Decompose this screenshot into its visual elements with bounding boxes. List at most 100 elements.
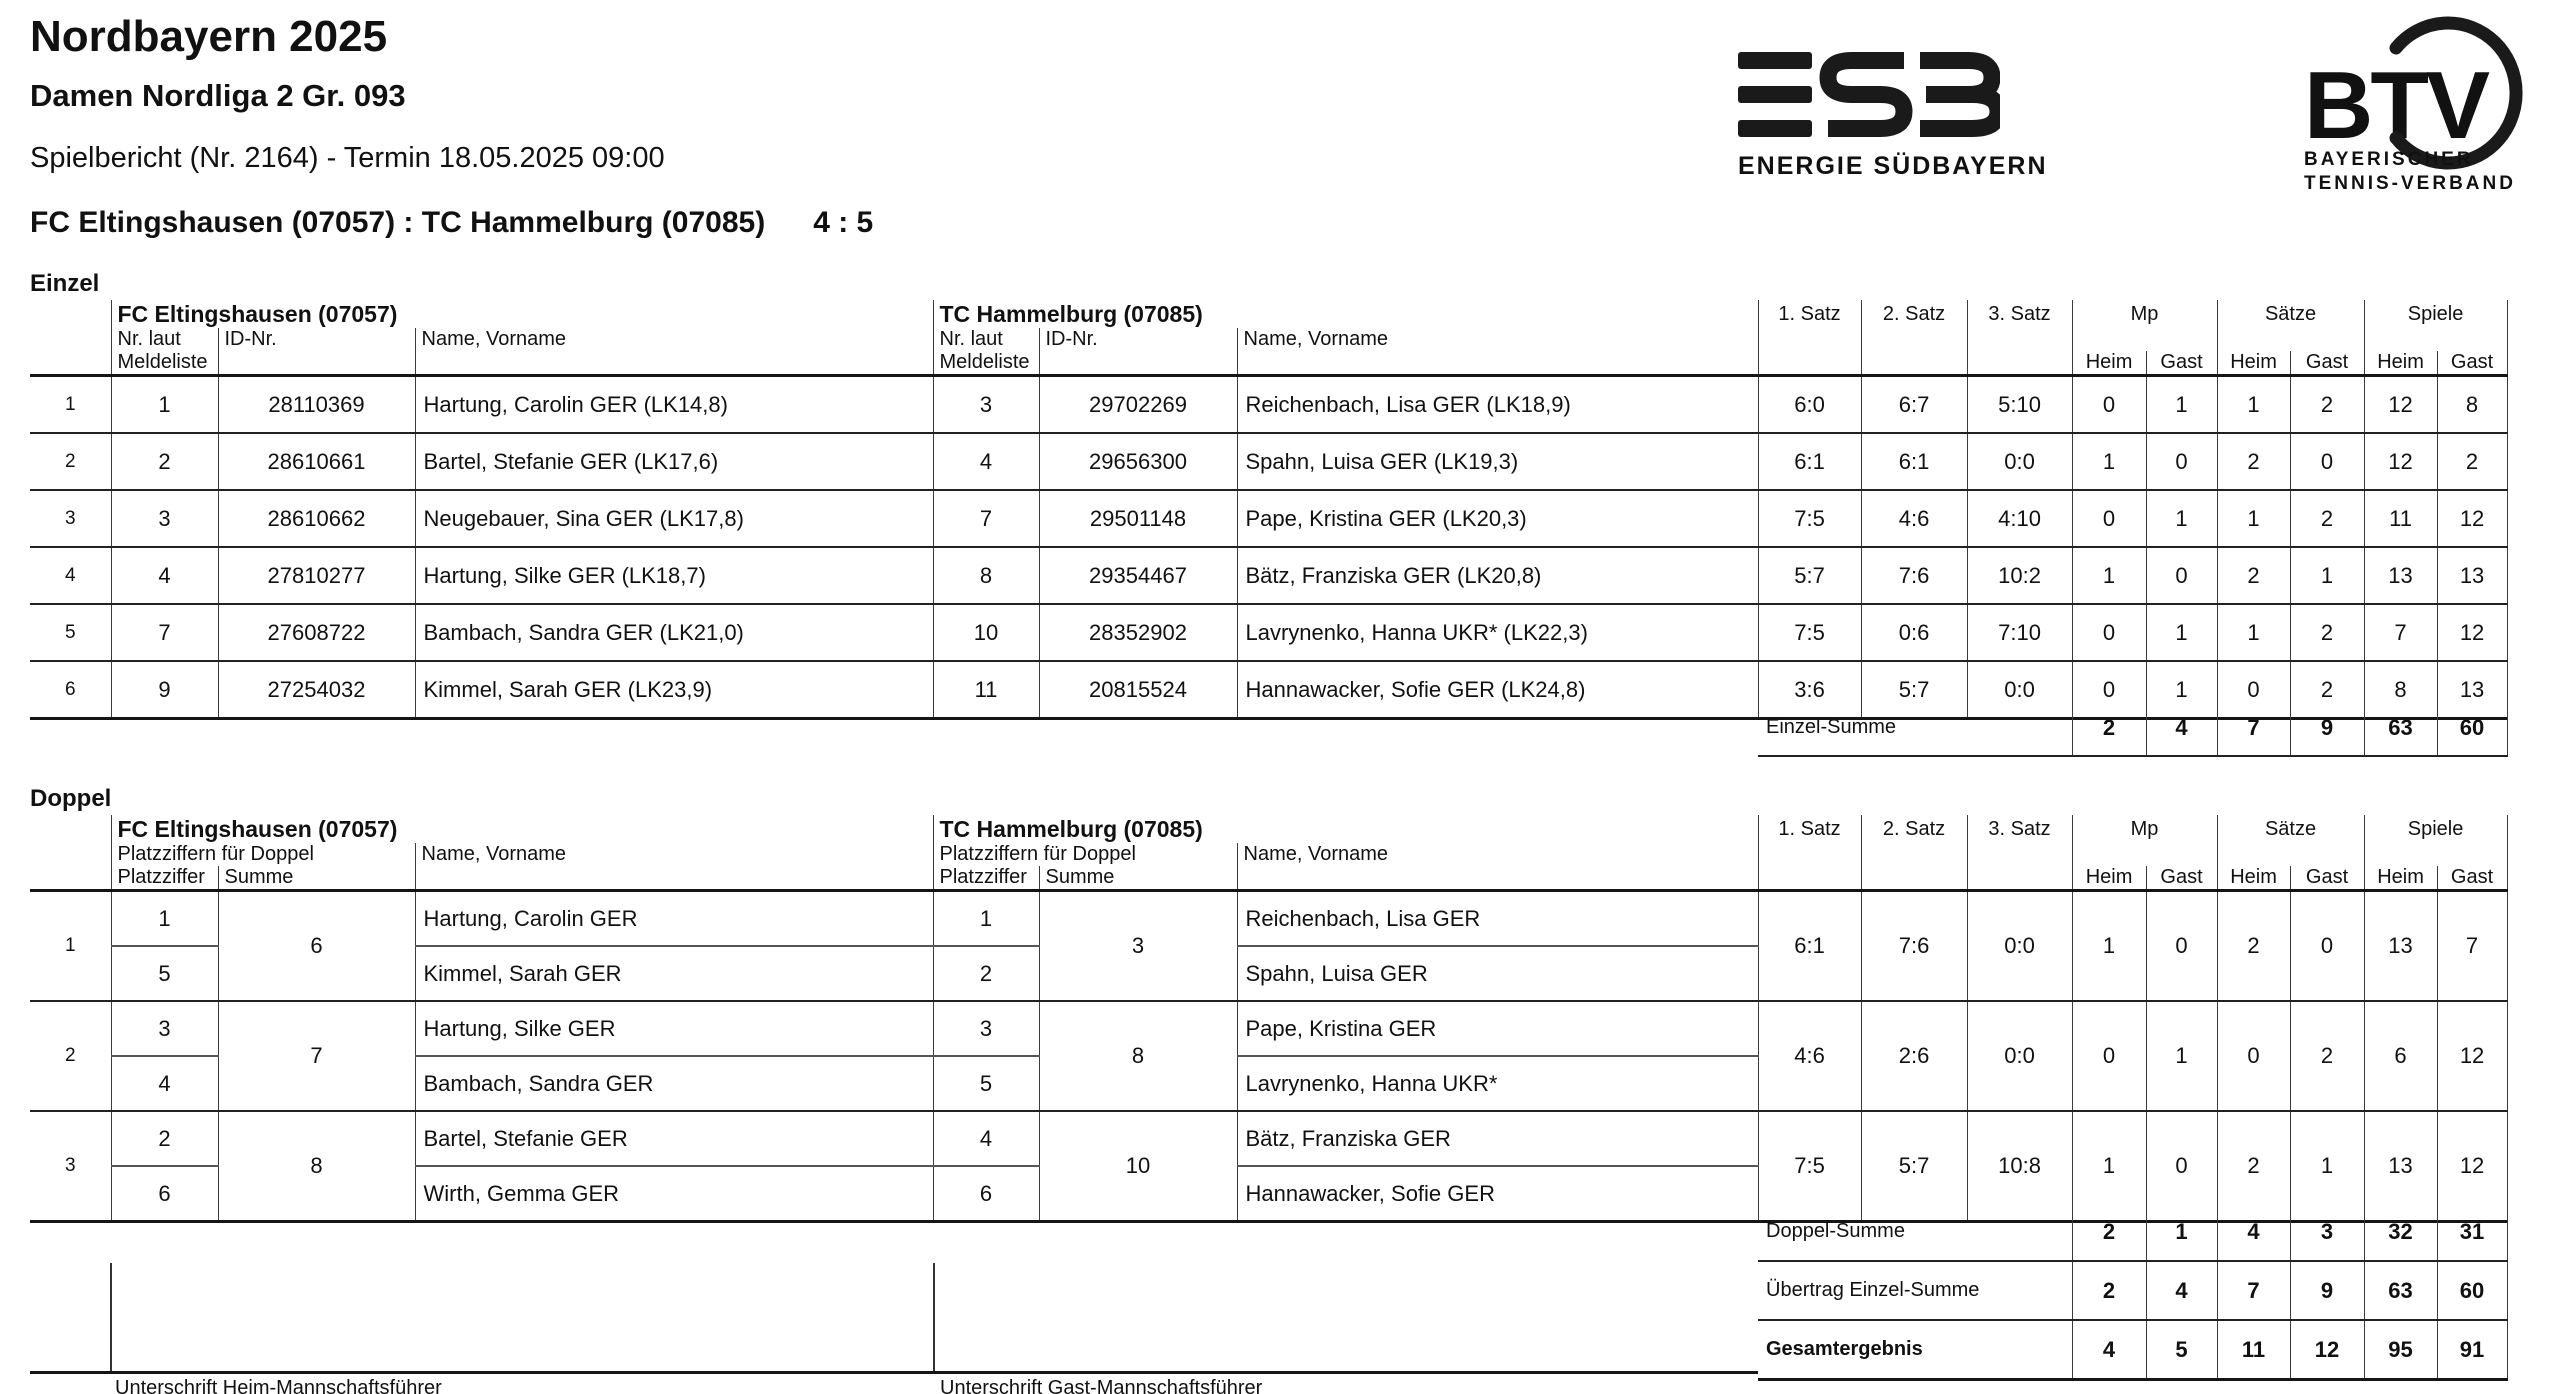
col-spacer bbox=[414, 351, 933, 377]
satz-col-spacer bbox=[1860, 351, 1968, 377]
col-guest-platzziffer: Platzziffer bbox=[932, 866, 1039, 892]
einzel-row-3: 3 3 28610662 Neugebauer, Sina GER (LK17,… bbox=[30, 490, 2508, 548]
home-player-name: Hartung, Silke GER (LK18,7) bbox=[414, 547, 933, 605]
guest-player2-name: Hannawacker, Sofie GER bbox=[1236, 1166, 1759, 1223]
match-result-line: FC Eltingshausen (07057) : TC Hammelburg… bbox=[30, 206, 873, 240]
home-player-name: Bambach, Sandra GER (LK21,0) bbox=[414, 604, 933, 662]
col-satz1: 1. Satz bbox=[1757, 300, 1862, 328]
uebertrag-saetze-heim: 7 bbox=[2216, 1261, 2290, 1321]
satz-col-spacer bbox=[1966, 843, 2073, 866]
einzel-section-label: Einzel bbox=[30, 270, 100, 297]
col-satz2: 2. Satz bbox=[1860, 300, 1968, 328]
col-spiele-heim: Heim bbox=[2363, 351, 2438, 377]
col-spiele-gast: Gast bbox=[2436, 351, 2508, 377]
report-line: Spielbericht (Nr. 2164) - Termin 18.05.2… bbox=[30, 142, 665, 174]
doppel-summe-saetze-gast: 3 bbox=[2289, 1203, 2364, 1262]
btv-caption: BAYERISCHER TENNIS-VERBAND bbox=[2304, 148, 2516, 196]
col-satz3: 3. Satz bbox=[1966, 300, 2073, 328]
spiele-heim: 12 bbox=[2363, 433, 2438, 491]
col-guest-nr-line2: Meldeliste bbox=[932, 351, 1039, 377]
col-home-nr-line2: Meldeliste bbox=[110, 351, 218, 377]
saetze-heim: 0 bbox=[2216, 1001, 2291, 1112]
home-id: 28610662 bbox=[217, 490, 415, 548]
col-saetze-heim: Heim bbox=[2216, 866, 2291, 892]
einzel-summe-mp-gast: 4 bbox=[2145, 700, 2217, 757]
gesamt-mp-heim: 4 bbox=[2071, 1320, 2146, 1381]
home-nr: 1 bbox=[110, 375, 218, 434]
saetze-heim: 2 bbox=[2216, 433, 2291, 491]
einzel-guest-club-header: TC Hammelburg (07085) bbox=[932, 300, 1759, 328]
satz1-score: 7:5 bbox=[1757, 490, 1862, 548]
mp-heim: 0 bbox=[2071, 490, 2147, 548]
page-title: Nordbayern 2025 bbox=[30, 12, 388, 61]
doppel-pair-3-row2: 6 Wirth, Gemma GER 6 Hannawacker, Sofie … bbox=[30, 1166, 2507, 1223]
guest-player2-name: Lavrynenko, Hanna UKR* bbox=[1236, 1056, 1759, 1112]
signature-home-vline bbox=[110, 1263, 112, 1371]
spiele-gast: 7 bbox=[2436, 890, 2508, 1002]
row-pos: 2 bbox=[30, 433, 111, 491]
guest-nr: 11 bbox=[932, 661, 1039, 720]
mp-gast: 1 bbox=[2145, 604, 2218, 662]
guest-nr: 7 bbox=[932, 490, 1039, 548]
gesamt-saetze-heim: 11 bbox=[2216, 1320, 2290, 1381]
col-mp-gast: Gast bbox=[2145, 866, 2218, 892]
guest-player1-name: Pape, Kristina GER bbox=[1236, 1001, 1759, 1057]
guest-pz-2: 5 bbox=[932, 1056, 1039, 1112]
col-spacer bbox=[1236, 351, 1759, 377]
satz3-score: 10:2 bbox=[1966, 547, 2073, 605]
mp-gast: 1 bbox=[2145, 375, 2218, 434]
spiele-heim: 13 bbox=[2363, 890, 2438, 1002]
doppel-pos-spacer bbox=[30, 815, 111, 843]
col-satz2: 2. Satz bbox=[1860, 815, 1968, 843]
saetze-gast: 2 bbox=[2289, 604, 2365, 662]
gesamtergebnis-label: Gesamtergebnis bbox=[1758, 1320, 2072, 1381]
home-pz-2: 5 bbox=[110, 946, 218, 1002]
home-player-name: Hartung, Carolin GER (LK14,8) bbox=[414, 375, 933, 434]
einzel-summe-spiele-heim: 63 bbox=[2363, 700, 2437, 757]
satz1-score: 6:1 bbox=[1757, 890, 1862, 1002]
col-spacer bbox=[1038, 351, 1237, 377]
guest-summe: 10 bbox=[1038, 1111, 1237, 1223]
col-spiele-gast: Gast bbox=[2436, 866, 2508, 892]
einzel-summe-mp-heim: 2 bbox=[2071, 700, 2146, 757]
saetze-gast: 1 bbox=[2289, 547, 2365, 605]
guest-player1-name: Bätz, Franziska GER bbox=[1236, 1111, 1759, 1167]
col-spiele: Spiele bbox=[2363, 815, 2508, 843]
home-nr: 7 bbox=[110, 604, 218, 662]
satz-col-spacer bbox=[1757, 328, 1862, 351]
guest-nr: 10 bbox=[932, 604, 1039, 662]
uebertrag-saetze-gast: 9 bbox=[2289, 1261, 2364, 1321]
doppel-summe-spiele-heim: 32 bbox=[2363, 1203, 2437, 1262]
doppel-summe-row: Doppel-Summe 2 1 4 3 32 31 bbox=[1758, 1203, 2508, 1262]
col-home-pz-group: Platzziffern für Doppel bbox=[110, 843, 415, 866]
esb-logo-icon bbox=[1738, 52, 2007, 137]
guest-id: 29501148 bbox=[1038, 490, 1237, 548]
mp-heim: 1 bbox=[2071, 433, 2147, 491]
einzel-row-1: 1 1 28110369 Hartung, Carolin GER (LK14,… bbox=[30, 375, 2508, 434]
home-player2-name: Kimmel, Sarah GER bbox=[414, 946, 933, 1002]
esb-caption: ENERGIE SÜDBAYERN bbox=[1738, 152, 2048, 180]
satz1-score: 4:6 bbox=[1757, 1001, 1862, 1112]
uebertrag-spiele-gast: 60 bbox=[2436, 1261, 2508, 1321]
doppel-summe-spiele-gast: 31 bbox=[2436, 1203, 2508, 1262]
einzel-pos-spacer bbox=[30, 300, 111, 328]
guest-player-name: Hannawacker, Sofie GER (LK24,8) bbox=[1236, 661, 1759, 720]
uebertrag-mp-heim: 2 bbox=[2071, 1261, 2146, 1321]
mp-gast: 1 bbox=[2145, 1001, 2218, 1112]
col-mp-gast: Gast bbox=[2145, 351, 2218, 377]
doppel-pos-spacer bbox=[30, 843, 111, 866]
saetze-gast: 2 bbox=[2289, 490, 2365, 548]
pair-pos: 3 bbox=[30, 1111, 111, 1223]
satz-col-spacer bbox=[1860, 328, 1968, 351]
home-nr: 4 bbox=[110, 547, 218, 605]
btv-caption-line2: TENNIS-VERBAND bbox=[2304, 173, 2516, 194]
satz1-score: 6:0 bbox=[1757, 375, 1862, 434]
uebertrag-mp-gast: 4 bbox=[2145, 1261, 2217, 1321]
col-spacer bbox=[1236, 866, 1759, 892]
satz-col-spacer bbox=[1860, 843, 1968, 866]
einzel-summe-saetze-heim: 7 bbox=[2216, 700, 2290, 757]
spiele-gast: 12 bbox=[2436, 490, 2508, 548]
home-id: 27608722 bbox=[217, 604, 415, 662]
gesamt-saetze-gast: 12 bbox=[2289, 1320, 2364, 1381]
satz1-score: 6:1 bbox=[1757, 433, 1862, 491]
